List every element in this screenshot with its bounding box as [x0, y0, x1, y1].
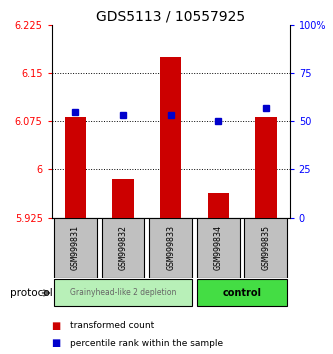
Bar [54, 218, 97, 278]
Text: GSM999831: GSM999831 [71, 225, 80, 270]
Text: percentile rank within the sample: percentile rank within the sample [70, 339, 223, 348]
Bar [244, 218, 287, 278]
Bar [197, 218, 240, 278]
Bar [54, 279, 192, 307]
Text: protocol: protocol [10, 288, 53, 298]
Text: control: control [222, 288, 262, 298]
Text: ■: ■ [52, 338, 61, 348]
Bar [207, 193, 229, 218]
Bar [102, 218, 145, 278]
Text: transformed count: transformed count [70, 321, 154, 330]
Text: GSM999833: GSM999833 [166, 225, 175, 270]
Title: GDS5113 / 10557925: GDS5113 / 10557925 [96, 10, 245, 24]
Bar [197, 279, 287, 307]
Text: GSM999832: GSM999832 [119, 225, 128, 270]
Bar [255, 117, 277, 218]
Bar [112, 179, 134, 218]
Text: GSM999835: GSM999835 [261, 225, 270, 270]
Bar [149, 218, 192, 278]
Text: ■: ■ [52, 321, 61, 331]
Text: GSM999834: GSM999834 [214, 225, 223, 270]
Bar [160, 57, 181, 218]
Text: Grainyhead-like 2 depletion: Grainyhead-like 2 depletion [70, 289, 176, 297]
Bar [65, 117, 86, 218]
